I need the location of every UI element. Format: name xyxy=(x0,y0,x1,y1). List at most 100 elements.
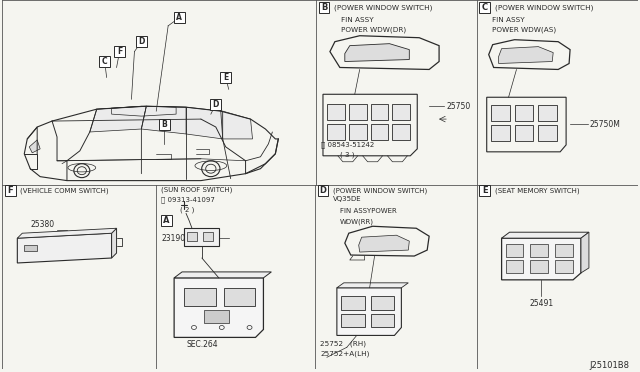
Text: 25752+A(LH): 25752+A(LH) xyxy=(320,350,369,357)
Polygon shape xyxy=(90,106,147,132)
Text: D: D xyxy=(212,100,219,109)
Text: D: D xyxy=(138,37,145,46)
Polygon shape xyxy=(531,244,548,257)
Polygon shape xyxy=(499,46,553,64)
Text: B: B xyxy=(321,3,327,12)
Polygon shape xyxy=(502,232,589,238)
Text: WDW(RR): WDW(RR) xyxy=(340,218,374,225)
FancyBboxPatch shape xyxy=(173,12,184,23)
Polygon shape xyxy=(371,124,388,140)
Polygon shape xyxy=(349,104,367,120)
Text: A: A xyxy=(163,216,170,225)
Text: (SUN ROOF SWITCH): (SUN ROOF SWITCH) xyxy=(161,186,232,193)
Text: VQ35DE: VQ35DE xyxy=(333,196,362,202)
Text: A: A xyxy=(176,13,182,22)
Polygon shape xyxy=(491,125,509,141)
Text: 25380: 25380 xyxy=(30,220,54,229)
Text: (SEAT MEMORY SWITCH): (SEAT MEMORY SWITCH) xyxy=(495,187,579,194)
Polygon shape xyxy=(184,288,216,306)
Polygon shape xyxy=(204,310,228,323)
Polygon shape xyxy=(345,44,410,61)
Text: 23190: 23190 xyxy=(161,234,186,243)
Text: E: E xyxy=(223,73,228,82)
Polygon shape xyxy=(371,104,388,120)
Polygon shape xyxy=(515,125,533,141)
FancyBboxPatch shape xyxy=(319,3,330,13)
Polygon shape xyxy=(141,106,186,134)
Polygon shape xyxy=(502,238,581,280)
Text: FIN ASSY: FIN ASSY xyxy=(341,17,374,23)
Polygon shape xyxy=(349,124,367,140)
Text: (POWER WINDOW SWITCH): (POWER WINDOW SWITCH) xyxy=(334,5,432,11)
Text: FIN ASSYPOWER: FIN ASSYPOWER xyxy=(340,208,397,214)
Text: 25750: 25750 xyxy=(446,102,470,111)
Polygon shape xyxy=(358,235,410,252)
Polygon shape xyxy=(555,244,573,257)
Polygon shape xyxy=(186,107,223,139)
Polygon shape xyxy=(174,278,264,337)
Polygon shape xyxy=(111,228,116,258)
Polygon shape xyxy=(341,296,365,310)
Text: C: C xyxy=(482,3,488,12)
FancyBboxPatch shape xyxy=(159,119,170,129)
FancyBboxPatch shape xyxy=(479,185,490,196)
Polygon shape xyxy=(337,283,408,288)
Polygon shape xyxy=(371,296,394,310)
Polygon shape xyxy=(392,104,410,120)
Polygon shape xyxy=(174,272,271,278)
FancyBboxPatch shape xyxy=(136,36,147,47)
Text: F: F xyxy=(117,47,122,56)
FancyBboxPatch shape xyxy=(479,3,490,13)
FancyBboxPatch shape xyxy=(5,185,16,196)
Text: FIN ASSY: FIN ASSY xyxy=(492,17,524,23)
Polygon shape xyxy=(506,260,524,273)
Text: Ⓢ 09313-41097: Ⓢ 09313-41097 xyxy=(161,196,215,203)
FancyBboxPatch shape xyxy=(317,185,328,196)
Polygon shape xyxy=(341,314,365,327)
Text: POWER WDW(DR): POWER WDW(DR) xyxy=(341,27,406,33)
Text: ( 2 ): ( 2 ) xyxy=(180,206,195,213)
Text: POWER WDW(AS): POWER WDW(AS) xyxy=(492,27,556,33)
Polygon shape xyxy=(203,232,213,241)
Text: SEC.264: SEC.264 xyxy=(186,340,218,349)
Text: (POWER WINDOW SWITCH): (POWER WINDOW SWITCH) xyxy=(495,5,593,11)
FancyBboxPatch shape xyxy=(114,46,125,57)
Polygon shape xyxy=(223,111,253,139)
Polygon shape xyxy=(538,105,557,121)
Text: (POWER WINDOW SWITCH): (POWER WINDOW SWITCH) xyxy=(333,187,427,194)
Polygon shape xyxy=(24,245,37,251)
Polygon shape xyxy=(327,124,345,140)
Text: Ⓢ 08543-51242: Ⓢ 08543-51242 xyxy=(321,142,374,148)
Text: 25491: 25491 xyxy=(529,299,554,308)
Text: F: F xyxy=(8,186,13,195)
Text: J25101B8: J25101B8 xyxy=(589,361,630,370)
Text: B: B xyxy=(161,119,167,129)
Polygon shape xyxy=(491,105,509,121)
FancyBboxPatch shape xyxy=(220,72,231,83)
Polygon shape xyxy=(538,125,557,141)
Text: E: E xyxy=(482,186,488,195)
Polygon shape xyxy=(224,288,255,306)
Text: (VEHICLE COMM SWITCH): (VEHICLE COMM SWITCH) xyxy=(20,187,109,194)
Polygon shape xyxy=(581,232,589,273)
Polygon shape xyxy=(506,244,524,257)
Polygon shape xyxy=(337,288,401,336)
Polygon shape xyxy=(17,233,111,263)
FancyBboxPatch shape xyxy=(161,215,172,226)
Text: D: D xyxy=(319,186,326,195)
Polygon shape xyxy=(515,105,533,121)
Text: 25752   (RH): 25752 (RH) xyxy=(320,340,366,347)
Polygon shape xyxy=(17,228,116,238)
Text: 25750M: 25750M xyxy=(590,119,621,129)
Polygon shape xyxy=(392,124,410,140)
Polygon shape xyxy=(531,260,548,273)
Text: C: C xyxy=(102,57,108,66)
Text: ( 3 ): ( 3 ) xyxy=(340,152,355,158)
Polygon shape xyxy=(371,314,394,327)
Polygon shape xyxy=(555,260,573,273)
FancyBboxPatch shape xyxy=(211,99,221,110)
Polygon shape xyxy=(187,232,197,241)
Polygon shape xyxy=(184,228,219,246)
Polygon shape xyxy=(29,140,40,153)
FancyBboxPatch shape xyxy=(99,56,110,67)
